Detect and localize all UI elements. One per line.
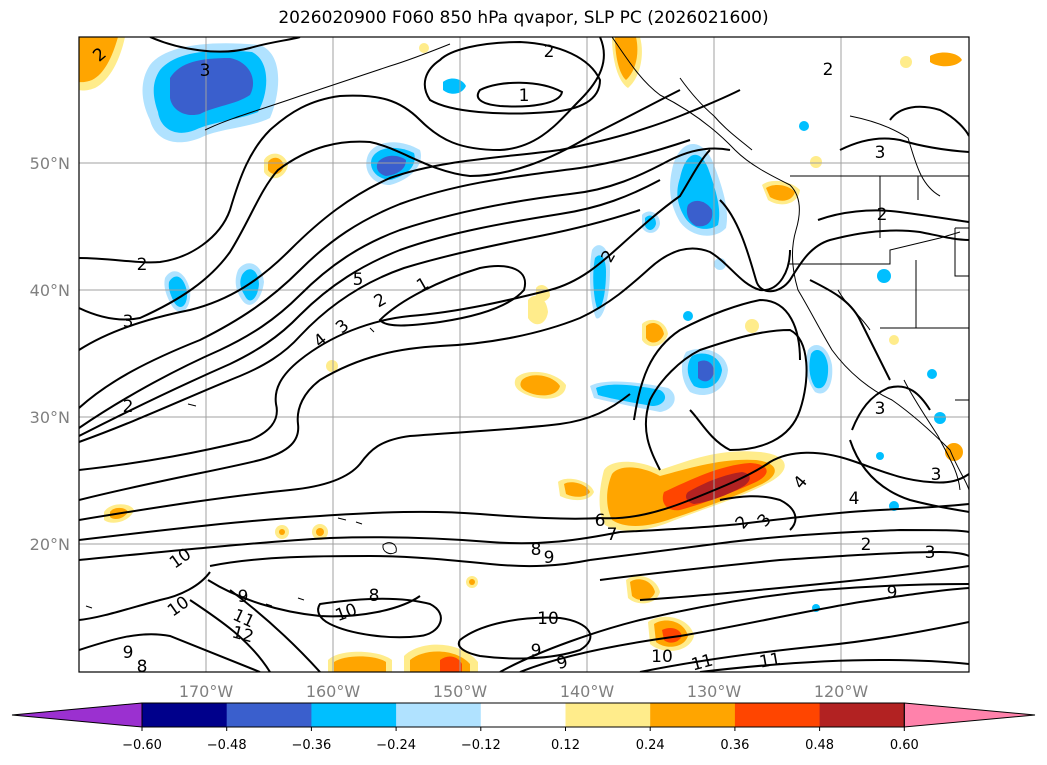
lon-label-170w: 170°W bbox=[179, 682, 234, 701]
contour-label: 8 bbox=[137, 657, 148, 677]
colorbar-tick-label: −0.48 bbox=[207, 738, 247, 753]
lat-label-50: 50°N bbox=[30, 154, 70, 173]
colorbar-tick-label: −0.24 bbox=[376, 738, 416, 753]
contour-label: 3 bbox=[875, 143, 886, 163]
lon-axis-labels: 170°W 160°W 150°W 140°W 130°W 120°W bbox=[179, 682, 869, 701]
lat-label-40: 40°N bbox=[30, 281, 70, 300]
lon-label-130w: 130°W bbox=[687, 682, 742, 701]
colorbar-segment bbox=[311, 703, 397, 727]
contour-label: 8 bbox=[369, 586, 380, 606]
colorbar-segment bbox=[650, 703, 736, 727]
contour-label: 9 bbox=[887, 583, 898, 603]
colorbar-tick-label: 0.48 bbox=[805, 738, 834, 753]
colorbar-tick-label: 0.36 bbox=[720, 738, 749, 753]
colorbar-tick-label: 0.60 bbox=[890, 738, 919, 753]
contour-label: 9 bbox=[123, 643, 134, 663]
contour-label: 6 bbox=[595, 511, 606, 531]
contour-label: 2 bbox=[861, 535, 872, 555]
contour-label: 4 bbox=[849, 489, 860, 509]
map-frame bbox=[78, 36, 970, 673]
slp-contours bbox=[79, 37, 969, 672]
contour-label: 9 bbox=[554, 652, 570, 674]
map-area: 2 3 1 2 2 3 2 3 5 2 1 4 3 2 2 6 7 8 9 4 … bbox=[79, 37, 969, 677]
contour-label: 3 bbox=[875, 399, 886, 419]
contour-label: 3 bbox=[925, 543, 936, 563]
contour-label: 10 bbox=[537, 609, 559, 629]
lon-label-120w: 120°W bbox=[814, 682, 869, 701]
contour-label: 3 bbox=[931, 465, 942, 485]
colorbar-tick-label: 0.24 bbox=[636, 738, 665, 753]
contour-label: 1 bbox=[519, 86, 530, 106]
colorbar-segment bbox=[480, 703, 566, 727]
contour-label: 11 bbox=[689, 651, 715, 676]
contour-label: 11 bbox=[758, 649, 783, 672]
lon-label-150w: 150°W bbox=[433, 682, 488, 701]
contour-label: 2 bbox=[137, 255, 148, 275]
lat-axis-labels: 50°N 40°N 30°N 20°N bbox=[30, 154, 70, 554]
contour-label: 9 bbox=[238, 587, 249, 607]
contour-label: 2 bbox=[877, 205, 888, 225]
colorbar-segment bbox=[819, 703, 905, 727]
colorbar-segment bbox=[142, 703, 228, 727]
contour-label: 3 bbox=[123, 312, 134, 332]
colorbar-tick-label: 0.12 bbox=[551, 738, 580, 753]
contour-label: 7 bbox=[607, 525, 618, 545]
contour-label: 8 bbox=[531, 540, 542, 560]
shading-layer bbox=[79, 37, 963, 672]
contour-label: 9 bbox=[544, 548, 555, 568]
lat-label-30: 30°N bbox=[30, 408, 70, 427]
contour-label: 9 bbox=[531, 641, 542, 661]
contour-label: 2 bbox=[823, 60, 834, 80]
map-title: 2026020900 F060 850 hPa qvapor, SLP PC (… bbox=[278, 8, 769, 28]
colorbar-frame bbox=[141, 702, 905, 728]
colorbar-tick-label: −0.36 bbox=[291, 738, 331, 753]
colorbar-extend-low bbox=[11, 702, 143, 728]
colorbar-segment bbox=[565, 703, 651, 727]
colorbar: −0.60 −0.48 −0.36 −0.24 −0.12 0.12 0.24 0.36 0.4… bbox=[11, 702, 1036, 753]
lon-label-140w: 140°W bbox=[560, 682, 615, 701]
colorbar-segment bbox=[734, 703, 821, 727]
coastlines bbox=[85, 37, 969, 609]
lon-label-160w: 160°W bbox=[306, 682, 361, 701]
contour-label: 2 bbox=[544, 42, 555, 62]
lat-label-20: 20°N bbox=[30, 535, 70, 554]
colorbar-tick-label: −0.60 bbox=[122, 738, 162, 753]
contour-label: 5 bbox=[353, 270, 364, 290]
contour-label: 3 bbox=[200, 61, 211, 81]
contour-label: 10 bbox=[651, 647, 673, 667]
colorbar-segment bbox=[396, 703, 482, 727]
colorbar-extend-high bbox=[903, 702, 1036, 728]
contour-label: 2 bbox=[123, 397, 134, 417]
colorbar-tick-label: −0.12 bbox=[461, 738, 501, 753]
colorbar-segment bbox=[226, 703, 312, 727]
